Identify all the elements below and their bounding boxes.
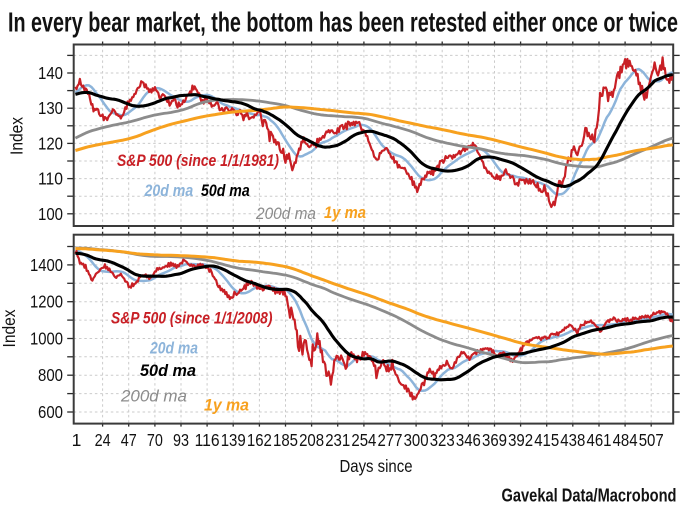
svg-text:200d ma: 200d ma [255,204,316,223]
svg-text:438: 438 [560,430,585,450]
svg-text:800: 800 [38,365,63,385]
svg-text:50d ma: 50d ma [140,361,196,380]
svg-text:1200: 1200 [30,292,63,312]
svg-text:162: 162 [247,430,272,450]
svg-text:70: 70 [147,430,163,450]
svg-text:116: 116 [195,430,220,450]
svg-text:50d ma: 50d ma [201,181,250,200]
svg-text:Days since: Days since [340,456,413,476]
svg-text:47: 47 [121,430,137,450]
svg-text:Index: Index [0,309,19,347]
svg-text:S&P 500 (since 1/1/2008): S&P 500 (since 1/1/2008) [111,309,273,328]
svg-text:300: 300 [404,430,429,450]
svg-text:Gavekal Data/Macrobond: Gavekal Data/Macrobond [502,486,677,506]
svg-text:277: 277 [378,430,403,450]
svg-text:1400: 1400 [30,255,63,275]
svg-text:600: 600 [38,402,63,422]
svg-text:93: 93 [173,430,189,450]
svg-text:110: 110 [38,169,63,189]
svg-text:484: 484 [613,430,638,450]
svg-text:Index: Index [7,117,27,155]
svg-text:24: 24 [95,430,111,450]
svg-text:S&P 500 (since 1/1/1981): S&P 500 (since 1/1/1981) [117,151,279,170]
svg-text:20d ma: 20d ma [149,339,198,358]
svg-text:392: 392 [508,430,533,450]
svg-text:20d ma: 20d ma [144,181,194,200]
svg-text:185: 185 [273,430,298,450]
svg-text:323: 323 [430,430,455,450]
svg-text:130: 130 [38,98,63,118]
svg-text:120: 120 [38,133,63,153]
svg-text:1000: 1000 [30,329,63,349]
svg-text:200d ma: 200d ma [120,387,187,406]
svg-text:346: 346 [456,430,481,450]
svg-text:140: 140 [38,63,63,83]
svg-text:1: 1 [72,430,82,450]
svg-text:139: 139 [221,430,246,450]
svg-text:415: 415 [534,430,559,450]
svg-text:461: 461 [587,430,612,450]
svg-text:369: 369 [482,430,507,450]
svg-text:1y ma: 1y ma [204,395,249,414]
svg-text:231: 231 [325,430,350,450]
svg-text:254: 254 [351,430,376,450]
svg-text:In every bear market, the bott: In every bear market, the bottom has bee… [8,7,678,38]
svg-text:1y ma: 1y ma [324,203,366,222]
svg-text:507: 507 [639,430,664,450]
svg-text:100: 100 [38,204,63,224]
svg-text:208: 208 [299,430,324,450]
